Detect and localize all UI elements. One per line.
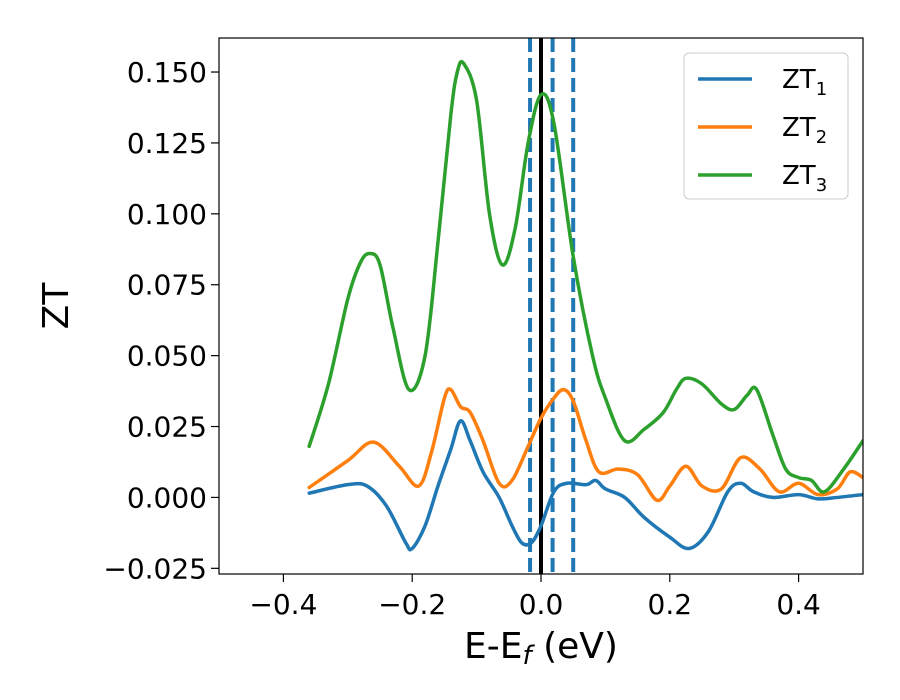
- y-tick-label: 0.150: [127, 56, 207, 89]
- y-tick-label: 0.050: [127, 340, 207, 373]
- y-tick-label: 0.075: [127, 269, 207, 302]
- y-tick-label: 0.000: [127, 481, 207, 514]
- series-lines: [307, 59, 863, 552]
- legend-label-zt3: ZT3: [782, 161, 827, 196]
- y-axis-title: ZT: [36, 282, 77, 330]
- x-tick-label: −0.2: [378, 588, 446, 621]
- y-tick-label: −0.025: [103, 552, 207, 585]
- legend-box: [683, 52, 849, 200]
- series-line-zt3: [307, 59, 863, 494]
- x-tick-label: 0.0: [519, 588, 564, 621]
- y-axis: −0.025 0.000 0.025 0.050 0.075 0.100 0.125 0.15…: [103, 56, 219, 585]
- y-tick-label: 0.025: [127, 411, 207, 444]
- series-line-zt1: [307, 419, 863, 552]
- y-tick-label: 0.100: [127, 198, 207, 231]
- series-line-zt2: [307, 387, 863, 503]
- y-tick-label: 0.125: [127, 127, 207, 160]
- x-axis-title: E-Ef (eV): [464, 626, 618, 671]
- x-tick-label: 0.4: [776, 588, 821, 621]
- x-tick-label: 0.2: [648, 588, 693, 621]
- x-tick-label: −0.4: [249, 588, 317, 621]
- x-axis: −0.4 −0.2 0.0 0.2 0.4: [249, 574, 821, 621]
- legend-label-zt1: ZT1: [782, 65, 827, 100]
- legend: ZT1 ZT2 ZT3: [683, 52, 849, 200]
- legend-label-zt2: ZT2: [782, 113, 827, 148]
